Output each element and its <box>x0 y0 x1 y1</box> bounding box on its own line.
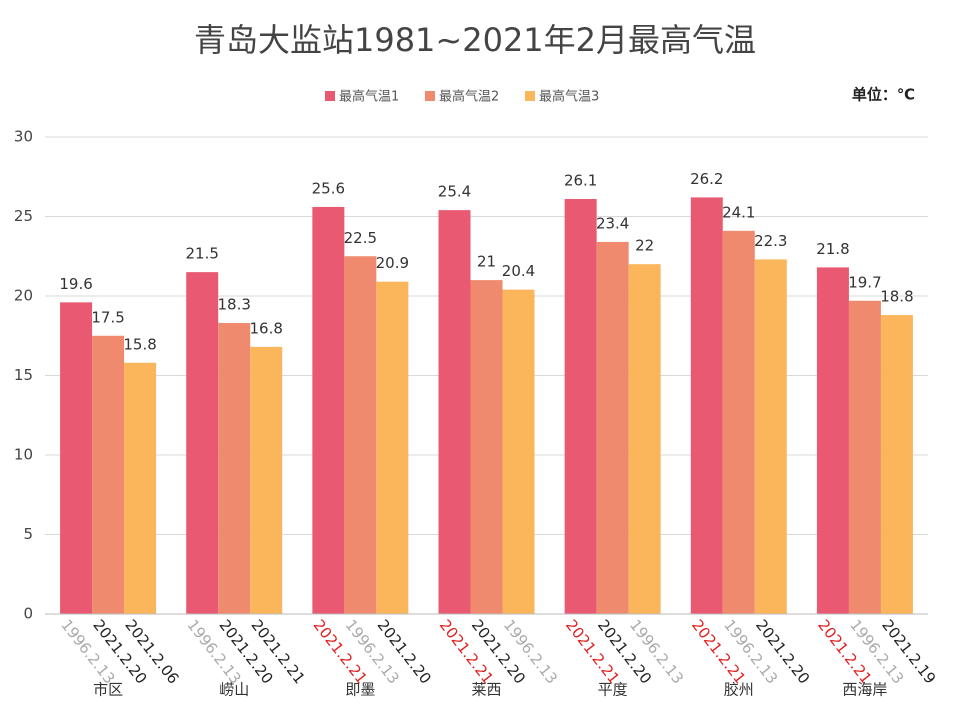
x-tick-label: 胶州 <box>724 681 754 699</box>
y-tick-label: 0 <box>23 605 33 623</box>
bar <box>376 281 409 614</box>
data-label: 20.4 <box>502 262 535 280</box>
bar <box>92 335 125 614</box>
data-label: 21 <box>477 253 496 271</box>
data-label: 18.8 <box>880 288 913 306</box>
y-tick-label: 20 <box>14 287 33 305</box>
legend-label: 最高气温3 <box>539 89 599 105</box>
data-label: 21.8 <box>816 240 849 258</box>
data-label: 20.9 <box>376 254 409 272</box>
bar <box>880 315 913 614</box>
chart-title: 青岛大监站1981~2021年2月最高气温 <box>194 21 756 59</box>
data-label: 18.3 <box>218 296 251 314</box>
bar <box>564 199 597 614</box>
bar <box>124 362 157 614</box>
bar <box>218 323 251 614</box>
bar <box>816 267 849 614</box>
data-label: 26.2 <box>690 170 723 188</box>
y-tick-label: 10 <box>14 446 33 464</box>
data-label: 26.1 <box>564 172 597 190</box>
data-label: 19.7 <box>848 273 881 291</box>
bar <box>470 280 503 614</box>
bar <box>596 241 629 614</box>
data-label: 22.3 <box>754 232 787 250</box>
unit-label: 单位：℃ <box>852 86 915 104</box>
bar <box>628 264 661 614</box>
x-tick-label: 西海岸 <box>842 681 887 699</box>
data-label: 25.4 <box>438 183 471 201</box>
legend-swatch <box>325 91 335 101</box>
legend-swatch <box>525 91 535 101</box>
x-tick-label: 市区 <box>93 681 123 699</box>
y-tick-label: 30 <box>14 128 33 146</box>
legend-label: 最高气温2 <box>439 89 499 105</box>
bar <box>722 230 755 614</box>
bar <box>502 289 535 614</box>
bar <box>344 256 377 614</box>
data-label: 16.8 <box>250 319 283 337</box>
data-label: 24.1 <box>722 203 755 221</box>
legend-label: 最高气温1 <box>339 89 399 105</box>
bar <box>250 346 283 614</box>
data-label: 22 <box>635 237 654 255</box>
x-tick-label: 崂山 <box>219 681 249 699</box>
bar <box>312 206 345 614</box>
x-tick-label: 即墨 <box>345 681 375 699</box>
bar <box>848 300 881 614</box>
y-tick-label: 25 <box>14 207 33 225</box>
data-label: 22.5 <box>344 229 377 247</box>
bar <box>60 302 93 614</box>
bar <box>690 197 723 615</box>
data-label: 23.4 <box>596 214 629 232</box>
x-tick-label: 平度 <box>598 681 628 699</box>
bar <box>438 210 471 614</box>
data-label: 19.6 <box>59 275 92 293</box>
legend-swatch <box>425 91 435 101</box>
y-tick-label: 15 <box>14 366 33 384</box>
data-label: 15.8 <box>123 335 156 353</box>
bar <box>186 272 219 614</box>
y-tick-label: 5 <box>23 525 33 543</box>
data-label: 21.5 <box>186 245 219 263</box>
x-tick-label: 莱西 <box>471 681 501 699</box>
data-label: 25.6 <box>312 179 345 197</box>
bar <box>754 259 787 614</box>
data-label: 17.5 <box>91 308 124 326</box>
